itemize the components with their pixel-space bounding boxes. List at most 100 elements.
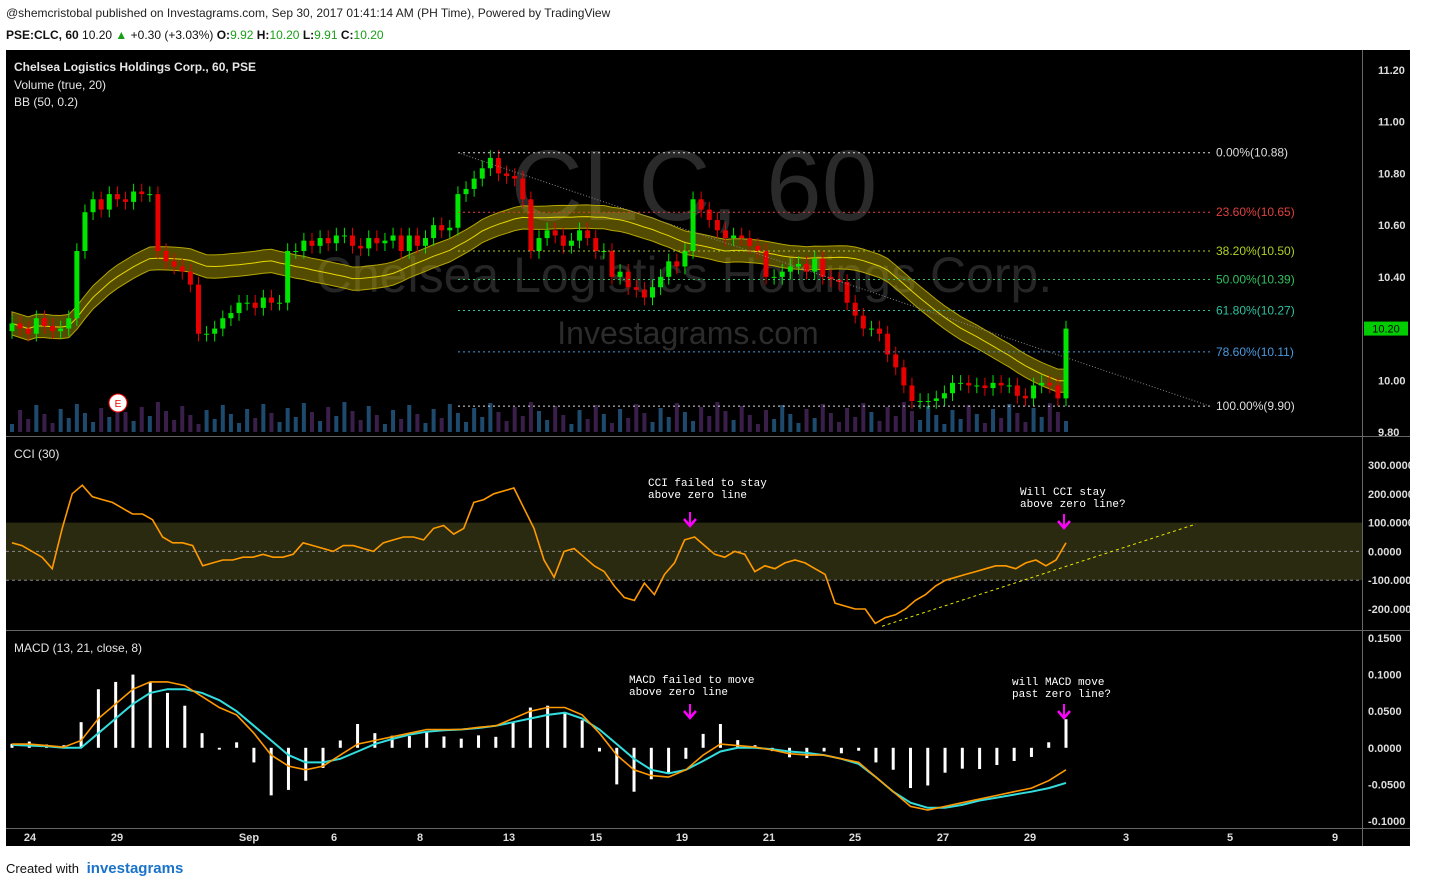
volume-bar bbox=[342, 402, 347, 432]
candle-body bbox=[820, 258, 826, 277]
cci-tick-label: 200.0000 bbox=[1368, 489, 1410, 501]
volume-bar bbox=[934, 415, 939, 432]
investagrams-logo[interactable]: investagrams bbox=[86, 860, 184, 877]
candle-body bbox=[252, 302, 258, 308]
macd-histogram-bar bbox=[667, 747, 671, 774]
macd-histogram-bar bbox=[839, 747, 843, 754]
candle-body bbox=[455, 194, 461, 228]
volume-bar bbox=[585, 419, 590, 432]
time-tick-label: 25 bbox=[849, 832, 861, 844]
volume-bar bbox=[593, 405, 598, 432]
time-tick-label: 6 bbox=[331, 832, 337, 844]
candle-body bbox=[1031, 385, 1037, 399]
macd-histogram-bar bbox=[546, 705, 550, 748]
macd-histogram-bar bbox=[597, 747, 601, 752]
volume-bar bbox=[439, 418, 444, 432]
volume-bar bbox=[764, 410, 769, 432]
volume-bar bbox=[691, 421, 696, 432]
volume-bar bbox=[228, 414, 233, 432]
candle-body bbox=[674, 261, 680, 267]
macd-signal-line bbox=[11, 688, 1067, 809]
macd-histogram-bar bbox=[788, 747, 792, 758]
price-tick-label: 11.20 bbox=[1378, 65, 1405, 77]
candle-body bbox=[852, 302, 858, 316]
volume-bar bbox=[74, 404, 79, 432]
macd-tick-label: 0.1000 bbox=[1368, 670, 1402, 682]
candle-body bbox=[982, 385, 988, 389]
macd-annotation-left-text: above zero line bbox=[629, 687, 728, 699]
volume-bar bbox=[99, 408, 104, 432]
volume-bar bbox=[828, 413, 833, 432]
candle-body bbox=[577, 230, 583, 241]
price-tick-label: 10.80 bbox=[1378, 168, 1406, 180]
candle-body bbox=[755, 245, 761, 251]
time-tick-label: 27 bbox=[937, 832, 949, 844]
candle-body bbox=[650, 287, 656, 298]
bb-legend: BB (50, 0.2) bbox=[14, 95, 79, 109]
volume-bar bbox=[780, 405, 785, 432]
volume-bar bbox=[1007, 404, 1012, 432]
macd-legend: MACD (13, 21, close, 8) bbox=[14, 641, 143, 655]
candle-body bbox=[228, 313, 234, 319]
volume-bar bbox=[285, 408, 290, 432]
macd-histogram-bar bbox=[701, 733, 705, 748]
volume-bar bbox=[601, 414, 606, 432]
volume-bar bbox=[139, 407, 144, 432]
candle-body bbox=[885, 333, 891, 355]
volume-bar bbox=[504, 421, 509, 432]
cci-tick-label: 0.0000 bbox=[1368, 546, 1402, 558]
volume-bar bbox=[115, 403, 120, 432]
candle-body bbox=[260, 297, 266, 308]
symbol: PSE:CLC, 60 bbox=[6, 28, 79, 42]
candle-body bbox=[520, 178, 526, 200]
candle-body bbox=[868, 328, 874, 330]
volume-bar bbox=[950, 410, 955, 432]
candle-body bbox=[893, 354, 899, 368]
volume-bar bbox=[91, 422, 96, 432]
volume-bar bbox=[147, 416, 152, 432]
volume-bar bbox=[334, 416, 339, 432]
high-value: 10.20 bbox=[269, 28, 300, 42]
volume-bar bbox=[1047, 403, 1052, 432]
candle-body bbox=[163, 251, 169, 262]
candle-body bbox=[844, 282, 850, 303]
volume-bar bbox=[237, 423, 242, 432]
volume-bar bbox=[836, 422, 841, 432]
macd-histogram-bar bbox=[615, 747, 619, 785]
candle-body bbox=[1047, 382, 1053, 386]
volume-bar bbox=[942, 424, 947, 432]
low-value: 9.91 bbox=[314, 28, 338, 42]
volume-bar bbox=[747, 415, 752, 432]
candle-body bbox=[479, 168, 485, 179]
candle-body bbox=[244, 302, 250, 304]
candle-body bbox=[901, 367, 907, 386]
candle-body bbox=[301, 240, 307, 251]
macd-histogram-bar bbox=[286, 747, 290, 790]
cci-annotation-left-arrow-head bbox=[683, 518, 697, 528]
volume-bar bbox=[1039, 417, 1044, 432]
candle-body bbox=[658, 276, 664, 288]
last-price: 10.20 bbox=[82, 28, 113, 42]
time-tick-label: 19 bbox=[676, 832, 688, 844]
macd-histogram-bar bbox=[252, 747, 256, 763]
candle-body bbox=[933, 398, 939, 401]
candle-body bbox=[909, 385, 915, 401]
volume-bar bbox=[18, 410, 23, 432]
chart-frame[interactable]: CLC, 60 Chelsea Logistics Holdings Corp. I… bbox=[6, 50, 1410, 846]
volume-bar bbox=[877, 421, 882, 432]
volume-bar bbox=[999, 418, 1004, 432]
volume-bar bbox=[918, 420, 923, 432]
cci-annotation-left-text: above zero line bbox=[648, 490, 747, 502]
volume-bar bbox=[480, 417, 485, 432]
volume-bar bbox=[220, 405, 225, 432]
candle-body bbox=[123, 199, 129, 202]
candle-body bbox=[714, 219, 720, 231]
candle-body bbox=[155, 194, 161, 251]
close-label: C: bbox=[340, 28, 354, 42]
created-with: Created with bbox=[6, 861, 79, 876]
macd-annotation-right-text: past zero line? bbox=[1012, 689, 1111, 701]
candle-body bbox=[536, 238, 542, 251]
candle-body bbox=[609, 251, 615, 277]
volume-bar bbox=[196, 424, 201, 432]
